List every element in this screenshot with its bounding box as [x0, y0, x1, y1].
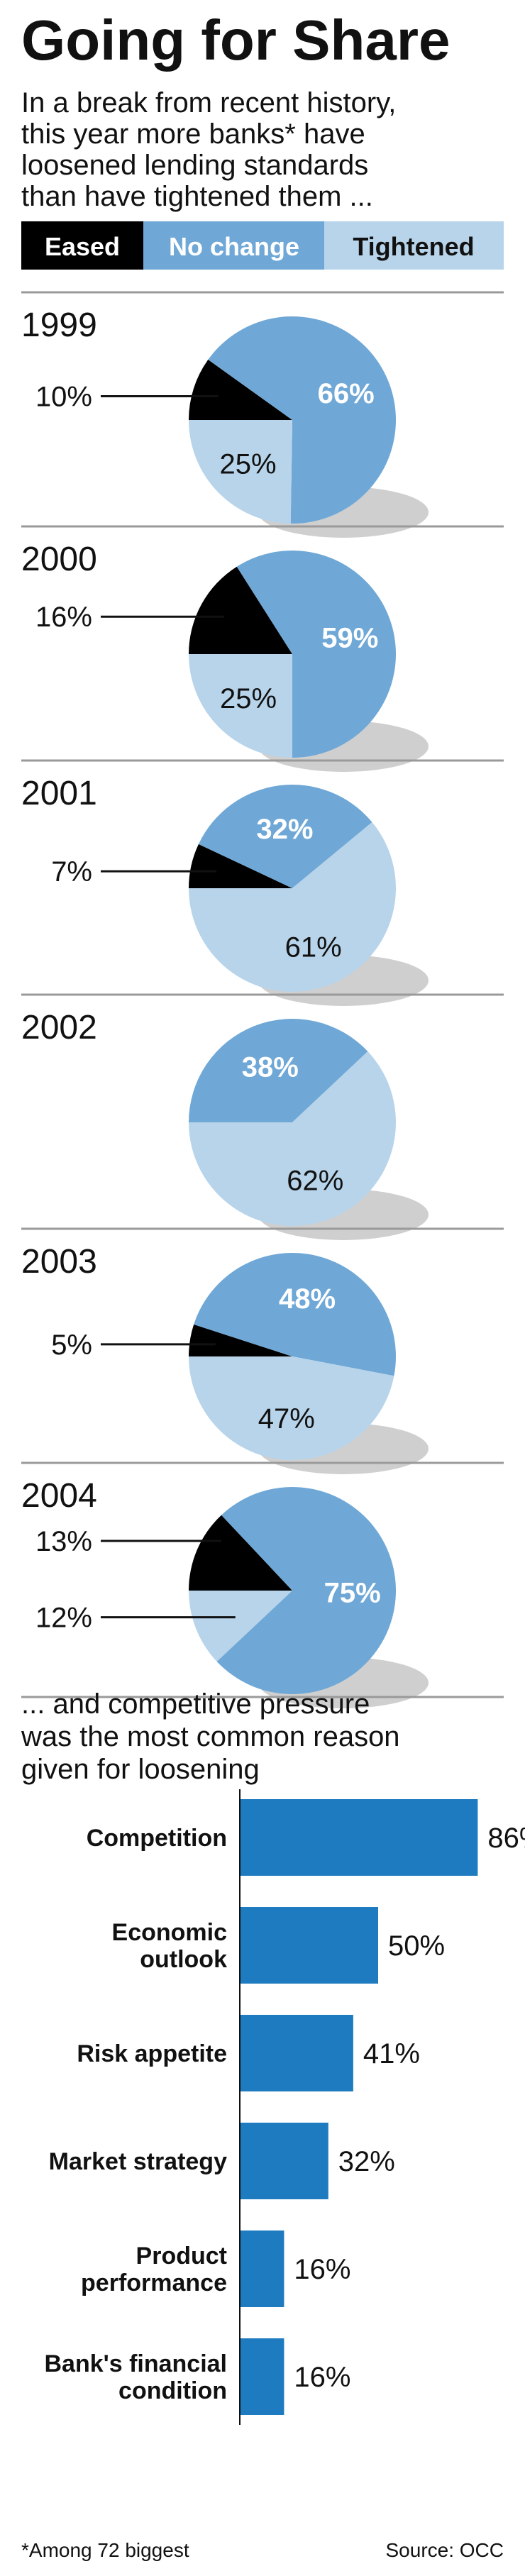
pie-label-eased: 7% — [51, 856, 92, 888]
pie-label-no-change: 48% — [279, 1283, 336, 1315]
pie-slice-tightened — [189, 1051, 397, 1227]
pie-slice-eased — [189, 1515, 292, 1591]
section2-line: ... and competitive pressure — [21, 1688, 370, 1720]
section2-line: was the most common reason — [21, 1721, 400, 1752]
legend-swatch-no-change — [143, 221, 324, 270]
pie-label-eased: 5% — [51, 1330, 92, 1361]
bar-category-label: Bank's financial — [44, 2350, 227, 2377]
pie-label-tightened: 25% — [220, 448, 277, 480]
bar-category-label: performance — [81, 2270, 227, 2296]
pie-label-tightened: 61% — [285, 932, 342, 963]
pie-slice-tightened — [189, 1591, 292, 1662]
bar-category-label: Economic — [112, 1919, 227, 1946]
pie-panel-1999: 1999 66% 25% 10% — [21, 291, 504, 538]
pie-slice-eased — [189, 566, 292, 654]
legend-label-no-change: No change — [169, 232, 299, 261]
bar-value-label: 86% — [487, 1823, 525, 1854]
bar-category-label: Competition — [87, 1825, 227, 1852]
pie-charts: 199966%25%10%200059%25%16%200132%61%7%20… — [21, 291, 504, 1708]
pie-slice-tightened — [189, 1356, 394, 1460]
pie-slice-tightened — [189, 654, 292, 758]
pie-year-label: 2004 — [21, 1477, 97, 1515]
pie-slice-no-change — [208, 316, 396, 524]
pie-label-tightened: 25% — [220, 683, 277, 714]
pie-year-label: 2003 — [21, 1243, 97, 1281]
bar — [240, 1907, 378, 1984]
bar-category-label: Risk appetite — [77, 2040, 227, 2067]
pie-label-no-change: 59% — [321, 622, 378, 653]
bar-category-label: outlook — [140, 1946, 227, 1973]
pie-label-eased: 13% — [35, 1526, 92, 1557]
source: Source: OCC — [386, 2539, 504, 2561]
pie-slice-eased — [189, 1324, 292, 1356]
pie-slice-no-change — [194, 1253, 396, 1376]
bar-row: Risk appetite 41% — [77, 2015, 420, 2091]
pie-panel-2001: 2001 32% 61% 7% — [21, 759, 504, 1006]
page-title: Going for Share — [21, 9, 451, 72]
pie-slice-tightened — [189, 420, 292, 524]
legend: Eased No change Tightened — [21, 221, 504, 270]
pie-label-no-change: 66% — [318, 378, 375, 409]
pie-slice-no-change — [198, 785, 372, 888]
bar-row: Market strategy 32% — [49, 2123, 395, 2199]
bar — [240, 2230, 284, 2307]
pie-slice-tightened — [189, 822, 396, 992]
pie-label-tightened: 62% — [287, 1165, 343, 1196]
pie-panel-2002: 2002 38% 62% — [21, 993, 504, 1240]
section2-line: given for loosening — [21, 1754, 260, 1785]
pie-panel-2000: 2000 59% 25% 16% — [21, 525, 504, 772]
pie-year-label: 2001 — [21, 775, 97, 812]
legend-label-tightened: Tightened — [353, 232, 474, 261]
bar-value-label: 32% — [338, 2146, 395, 2177]
subtitle-line: this year more banks* have — [21, 118, 365, 150]
pie-slice-no-change — [189, 1019, 368, 1122]
footnote: *Among 72 biggest — [21, 2539, 189, 2561]
subtitle: In a break from recent history, this yea… — [21, 87, 396, 212]
pie-slice-eased — [189, 359, 292, 420]
pie-label-no-change: 32% — [256, 814, 313, 845]
bar-value-label: 50% — [388, 1930, 445, 1962]
bar-category-label: Product — [136, 2243, 227, 2270]
bar — [240, 2338, 284, 2415]
pie-panel-2004: 2004 75% 12% 13% — [21, 1461, 504, 1708]
bar-row: Competition 86% — [87, 1799, 525, 1876]
bar-category-label: Market strategy — [49, 2148, 227, 2175]
bar — [240, 2123, 328, 2199]
bar-category-label: condition — [118, 2377, 227, 2404]
pie-label-no-change: 38% — [242, 1051, 299, 1083]
bar-value-label: 16% — [294, 2362, 350, 2393]
legend-swatch-tightened — [324, 221, 504, 270]
pie-year-label: 1999 — [21, 306, 97, 344]
bar-value-label: 41% — [363, 2038, 420, 2069]
subtitle-line: than have tightened them ... — [21, 181, 373, 212]
pie-slice-no-change — [216, 1487, 397, 1694]
subtitle-line: In a break from recent history, — [21, 87, 396, 118]
pie-slice-eased — [189, 844, 292, 888]
bar — [240, 2015, 353, 2091]
subtitle-line: loosened lending standards — [21, 150, 368, 181]
pie-panel-2003: 2003 48% 47% 5% — [21, 1227, 504, 1474]
section2-text: ... and competitive pressure was the mos… — [21, 1688, 400, 1785]
pie-year-label: 2000 — [21, 541, 97, 578]
pie-label-eased: 10% — [35, 381, 92, 412]
pie-label-eased: 16% — [35, 602, 92, 633]
legend-label-eased: Eased — [45, 232, 120, 261]
pie-label-tightened: 12% — [35, 1603, 92, 1634]
legend-swatch-eased — [21, 221, 143, 270]
pie-year-label: 2002 — [21, 1009, 97, 1046]
bar-value-label: 16% — [294, 2254, 350, 2285]
pie-label-no-change: 75% — [324, 1578, 381, 1609]
pie-label-tightened: 47% — [258, 1403, 315, 1435]
bar — [240, 1799, 478, 1876]
pie-slice-no-change — [236, 550, 397, 758]
